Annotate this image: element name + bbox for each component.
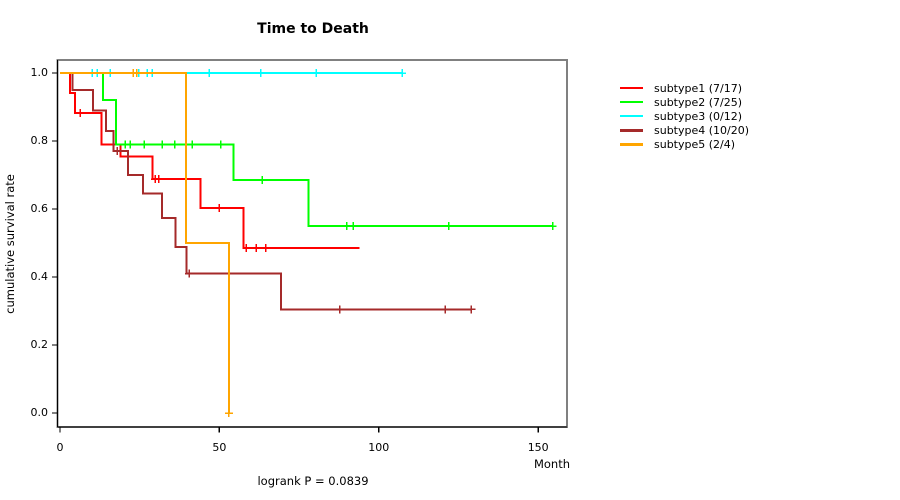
legend-item-subtype5: subtype5 (2/4)	[620, 137, 749, 151]
y-tick-label: 1.0	[30, 66, 49, 79]
legend-item-subtype4: subtype4 (10/20)	[620, 123, 749, 137]
survival-curve-subtype2	[60, 72, 553, 227]
legend-line-subtype2	[620, 100, 643, 104]
legend-label-subtype3: subtype3 (0/12)	[654, 109, 743, 123]
legend-item-subtype2: subtype2 (7/25)	[620, 95, 749, 109]
censor-marks-subtype4	[113, 147, 476, 314]
plot-border-box	[56, 59, 568, 428]
x-tick-label: 0	[56, 441, 64, 454]
survival-curve-subtype4	[60, 72, 472, 311]
y-tick-label: 0.0	[30, 406, 49, 419]
survival-curve-subtype5	[60, 72, 230, 413]
y-tick-label: 0.8	[30, 134, 49, 147]
censor-marks-subtype5	[129, 69, 233, 417]
x-tick-label: 100	[368, 441, 390, 454]
x-tick-label: 50	[212, 441, 227, 454]
y-tick-label: 0.4	[30, 270, 49, 283]
survival-curves	[60, 69, 557, 417]
y-axis-title: cumulative survival rate	[3, 174, 17, 314]
y-tick-label: 0.6	[30, 202, 49, 215]
legend-label-subtype1: subtype1 (7/17)	[654, 81, 743, 95]
legend-line-subtype4	[620, 129, 643, 132]
legend-item-subtype3: subtype3 (0/12)	[620, 109, 749, 123]
censor-marks-subtype2	[121, 140, 557, 230]
x-axis-title: Month	[533, 457, 571, 471]
legend-label-subtype4: subtype4 (10/20)	[654, 123, 750, 137]
legend-item-subtype1: subtype1 (7/17)	[620, 81, 749, 95]
legend-label-subtype5: subtype5 (2/4)	[654, 137, 736, 151]
legend-line-subtype5	[620, 143, 643, 146]
axis-tick-marks	[52, 72, 539, 433]
x-tick-label: 150	[527, 441, 549, 454]
legend-line-subtype3	[620, 114, 643, 118]
censor-marks-subtype1	[76, 109, 270, 253]
legend-line-subtype1	[620, 86, 643, 90]
logrank-pvalue-note: logrank P = 0.0839	[257, 474, 369, 488]
legend: subtype1 (7/17) subtype2 (7/25) subtype3 (…	[620, 81, 749, 151]
legend-label-subtype2: subtype2 (7/25)	[654, 95, 743, 109]
chart-title: Time to Death	[257, 21, 369, 37]
y-tick-label: 0.2	[30, 338, 49, 351]
